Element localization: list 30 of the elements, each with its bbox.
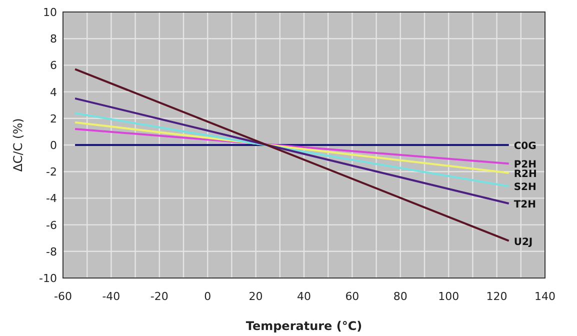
x-tick-label: 0: [204, 290, 212, 303]
series-label: T2H: [514, 200, 536, 211]
x-tick-label: 80: [393, 290, 408, 303]
x-tick-label: -20: [150, 290, 168, 303]
y-axis-title: ΔC/C (%): [11, 118, 25, 172]
series-label: C0G: [514, 141, 536, 152]
x-tick-label: 140: [534, 290, 556, 303]
y-tick-label: 8: [50, 32, 57, 46]
series-label: R2H: [514, 168, 537, 180]
y-tick-label: 6: [50, 59, 57, 72]
y-tick-label: 0: [50, 139, 57, 152]
y-tick-label: -4: [46, 192, 57, 206]
series-label: S2H: [514, 182, 536, 194]
x-tick-label: -60: [54, 290, 72, 303]
y-tick-label: -8: [46, 245, 57, 258]
series-label: U2J: [514, 236, 533, 248]
x-tick-label: 120: [486, 290, 508, 303]
y-tick-label: 10: [43, 6, 57, 19]
x-tick-label: 100: [438, 290, 460, 303]
x-tick-label: 20: [248, 290, 263, 303]
y-tick-label: -10: [39, 272, 57, 285]
series-label: P2H: [514, 160, 537, 171]
y-tick-label: 2: [50, 112, 57, 126]
x-tick-label: -40: [102, 290, 120, 303]
x-axis-title: Temperature (°C): [246, 319, 362, 333]
y-tick-label: -2: [46, 166, 57, 179]
y-tick-label: 4: [50, 86, 57, 99]
x-tick-label: 60: [345, 290, 360, 303]
y-tick-label: -6: [46, 218, 57, 232]
x-tick-label: 40: [297, 290, 311, 303]
